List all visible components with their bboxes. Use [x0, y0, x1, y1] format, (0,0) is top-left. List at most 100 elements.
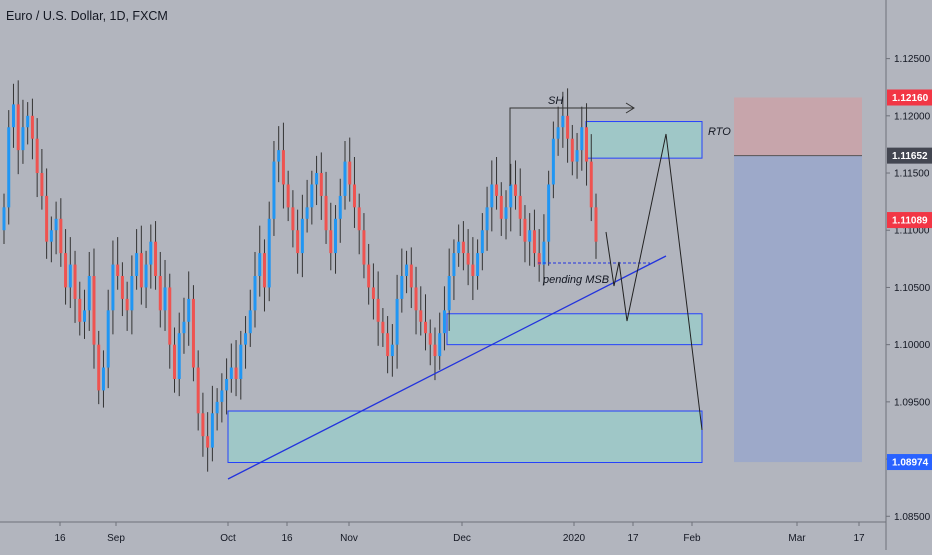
candle-body	[49, 230, 53, 242]
annotation-swing-high: SH	[548, 95, 563, 107]
rto-zone[interactable]	[585, 121, 703, 159]
candle-body	[499, 195, 503, 219]
candle-body	[220, 390, 224, 402]
candle-body	[35, 138, 39, 174]
candle-body	[428, 333, 432, 345]
candle-body	[594, 207, 598, 242]
candle-body	[116, 264, 120, 276]
candle-body	[509, 184, 513, 208]
candle-body	[405, 264, 409, 276]
candle-body	[537, 253, 541, 265]
y-tick-label: 1.11500	[894, 169, 930, 180]
candle-body	[158, 276, 162, 311]
candle-body	[386, 333, 390, 357]
candle-body	[419, 310, 423, 322]
stop-loss-zone	[734, 97, 862, 156]
candle-body	[542, 241, 546, 265]
candle-body	[490, 184, 494, 208]
candle-body	[215, 401, 219, 414]
candle-body	[305, 207, 309, 219]
candle-body	[300, 218, 304, 254]
candle-body	[296, 230, 300, 254]
candle-body	[433, 344, 437, 357]
candle-body	[272, 161, 276, 219]
y-tick-label: 1.11000	[894, 226, 930, 237]
candle-body	[26, 115, 30, 128]
chart-title: Euro / U.S. Dollar, 1D, FXCM	[6, 9, 168, 23]
y-tick-label: 1.12000	[894, 111, 931, 122]
price-badge-label: 1.11652	[892, 151, 928, 162]
candle-body	[139, 253, 143, 288]
candle-body	[40, 173, 44, 196]
candle-body	[59, 218, 63, 254]
candle-body	[68, 264, 72, 288]
candle-body	[585, 127, 589, 162]
x-tick-label: Mar	[788, 533, 806, 544]
candle-body	[367, 264, 371, 288]
x-tick-label: 2020	[563, 533, 586, 544]
candle-body	[315, 173, 319, 185]
candle-body	[528, 230, 532, 242]
candle-body	[210, 413, 214, 448]
candle-body	[362, 230, 366, 265]
candle-body	[130, 276, 134, 311]
candle-body	[97, 344, 101, 391]
candle-body	[409, 264, 413, 288]
candle-body	[149, 241, 153, 265]
candle-body	[395, 298, 399, 345]
candle-body	[45, 195, 49, 242]
price-badge-bg	[887, 212, 932, 229]
candle-body	[253, 276, 257, 311]
candle-body	[106, 310, 110, 368]
candle-body	[471, 264, 475, 276]
candle-body	[319, 173, 323, 196]
y-tick-label: 1.10500	[894, 283, 931, 294]
candle-body	[495, 184, 499, 196]
candle-body	[267, 218, 271, 288]
x-tick-label: 16	[281, 533, 293, 544]
swing-high-arrow	[625, 102, 635, 114]
candle-body	[244, 333, 248, 345]
mid-demand-zone[interactable]	[446, 313, 703, 346]
x-tick-label: Dec	[453, 533, 471, 544]
candle-body	[83, 310, 87, 322]
swing-high-line[interactable]	[509, 107, 634, 186]
x-tick-label: 17	[853, 533, 865, 544]
candle-body	[87, 276, 91, 311]
candle-body	[556, 127, 560, 139]
candle-body	[513, 184, 517, 196]
candle-body	[461, 241, 465, 254]
candle-body	[163, 287, 167, 311]
candle-body	[281, 150, 285, 185]
candle-body	[547, 184, 551, 242]
projected-path	[605, 133, 703, 431]
candle-body	[144, 264, 148, 288]
candle-body	[201, 413, 205, 437]
candle-body	[7, 127, 11, 208]
candle-body	[78, 298, 82, 322]
candle-body	[248, 310, 252, 334]
candle-body	[329, 230, 333, 254]
candle-body	[452, 253, 456, 276]
candle-body	[348, 161, 352, 185]
candle-body	[343, 161, 347, 196]
candle-body	[442, 310, 446, 334]
candle-body	[16, 104, 20, 151]
candle-body	[457, 241, 461, 254]
candle-body	[447, 276, 451, 311]
candle-body	[580, 127, 584, 151]
price-badge-bg	[887, 454, 932, 471]
annotation-zone-label: RTO	[708, 126, 731, 138]
low-demand-zone[interactable]	[227, 410, 703, 464]
candle-body	[277, 150, 281, 162]
trendline[interactable]	[227, 255, 667, 480]
candle-body	[135, 253, 139, 276]
candle-body	[234, 367, 238, 379]
x-tick-label: 17	[627, 533, 639, 544]
candle-body	[518, 195, 522, 219]
candle-body	[485, 207, 489, 231]
x-tick-label: Feb	[683, 533, 701, 544]
candle-body	[476, 253, 480, 276]
